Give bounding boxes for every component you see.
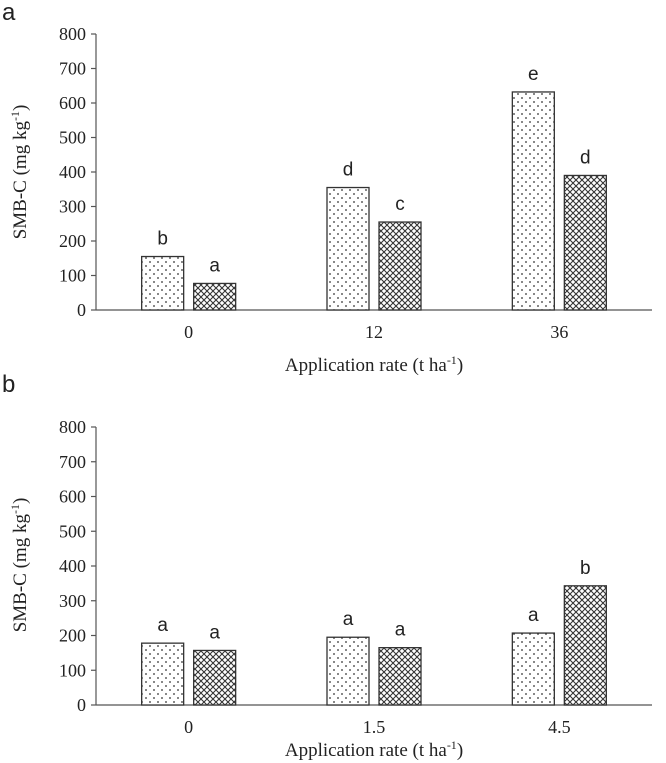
y-axis-title-end: ) [10,105,31,111]
x-axis-title-main: Application rate (t ha [285,355,448,376]
significance-label: e [528,64,539,85]
significance-label: a [209,255,220,276]
significance-label: c [395,194,405,215]
chart-panel-a: a SMB-C (mg kg-1) Application rate (t ha… [2,0,652,376]
y-tick-label: 0 [77,300,86,320]
bar-dots [326,186,370,311]
bar-dots [141,255,185,311]
y-tick-label: 100 [59,266,86,286]
x-tick-label: 36 [550,322,568,342]
x-tick-label: 4.5 [548,717,571,737]
significance-label: a [528,605,539,626]
bar-crosshatch [563,585,607,706]
bar-crosshatch [378,221,422,311]
y-tick-label: 0 [77,695,86,715]
y-tick-label: 200 [59,626,86,646]
y-tick-label: 400 [59,556,86,576]
bar-dots [511,91,555,311]
bar-crosshatch [378,647,422,706]
y-tick-label: 800 [59,24,86,44]
bar-dots [326,636,370,706]
panel-letter: a [2,0,16,26]
y-tick-label: 800 [59,417,86,437]
y-axis-title-sup: -1 [8,111,22,121]
chart-panel-b: b SMB-C (mg kg-1) Application rate (t ha… [2,371,652,761]
y-tick-label: 700 [59,452,86,472]
significance-label: a [157,615,168,636]
y-tick-label: 200 [59,231,86,251]
y-tick-label: 100 [59,660,86,680]
significance-label: d [343,160,354,181]
x-axis-title-sup: -1 [447,738,457,752]
significance-label: d [580,147,591,168]
y-tick-label: 600 [59,93,86,113]
x-tick-label: 0 [184,717,193,737]
y-axis-title: SMB-C (mg kg-1) [8,105,31,240]
y-tick-label: 600 [59,487,86,507]
bar-crosshatch [193,649,237,706]
significance-label: a [343,609,354,630]
x-axis-title-sup: -1 [447,353,457,367]
y-tick-label: 300 [59,591,86,611]
y-axis-title: SMB-C (mg kg-1) [8,498,31,633]
x-axis-title-main: Application rate (t ha [285,740,448,761]
significance-label: a [395,620,406,641]
significance-label: a [209,622,220,643]
y-tick-label: 400 [59,162,86,182]
y-tick-label: 700 [59,59,86,79]
x-axis-title: Application rate (t ha-1) [285,738,463,761]
x-tick-label: 0 [184,322,193,342]
y-tick-label: 300 [59,197,86,217]
y-tick-label: 500 [59,128,86,148]
x-tick-label: 1.5 [363,717,386,737]
y-axis-title-sup: -1 [8,504,22,514]
y-axis-title-main: SMB-C (mg kg [10,514,31,633]
y-axis-title-end: ) [10,498,31,504]
x-axis-title-end: ) [457,740,463,761]
bar-crosshatch [563,174,607,311]
y-axis-title-main: SMB-C (mg kg [10,121,31,240]
x-axis-title-end: ) [457,355,463,376]
bar-dots [141,642,185,706]
x-axis-title: Application rate (t ha-1) [285,353,463,376]
panel-letter: b [2,371,15,398]
bar-crosshatch [193,282,237,311]
y-tick-label: 500 [59,521,86,541]
bar-dots [511,632,555,706]
significance-label: b [580,558,591,579]
significance-label: b [157,229,168,250]
x-tick-label: 12 [365,322,383,342]
